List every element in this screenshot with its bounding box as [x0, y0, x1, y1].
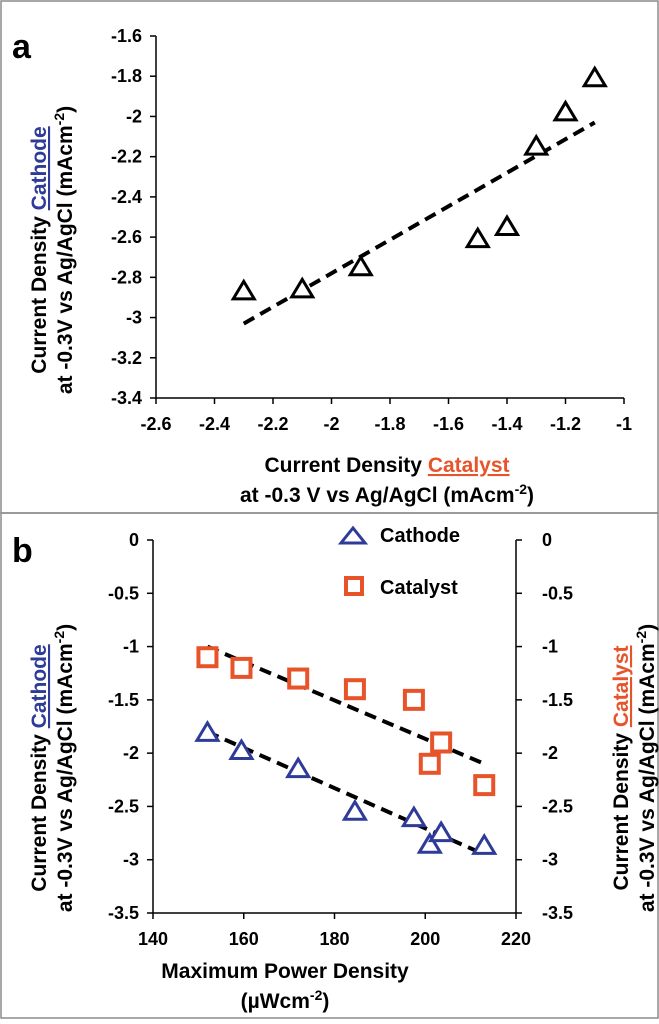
panel-a-y-tick-label: -3.4 — [111, 388, 142, 408]
legend-cathode-marker — [337, 525, 369, 545]
panel-b-right-y-tick-label: -2 — [542, 743, 558, 763]
panel-b-right-y-label-line1: Current Density Catalyst — [610, 645, 633, 890]
panel-b-left-y-tick-label: 0 — [129, 530, 139, 550]
panel-b-right-y-tick-label: -1 — [542, 637, 558, 657]
panel-a-data-point — [581, 65, 608, 88]
panel-b-point-cathode — [341, 798, 369, 821]
panel-a-y-tick-label: -2.8 — [111, 267, 142, 287]
panel-b-right-y-tick-label: 0 — [542, 530, 552, 550]
panel-b-points — [194, 644, 498, 857]
panel-b-right-y-tick-label: -0.5 — [542, 583, 573, 603]
panel-b-point-catalyst — [196, 646, 219, 669]
panel-b-left-y-label-highlight: Cathode — [28, 644, 51, 728]
panel-b-left-y-tick-label: -1 — [123, 637, 139, 657]
panel-b-point-catalyst — [343, 678, 366, 701]
panel-b-right-y-tick-label: -1.5 — [542, 690, 573, 710]
panel-a-x-tick-label: -2.4 — [199, 414, 230, 434]
panel-a-x-tick-label: -2 — [323, 414, 339, 434]
panel-b-point-catalyst — [418, 752, 441, 775]
panel-b-letter: b — [12, 532, 33, 570]
panel-a-y-ticks: -1.6 -1.8 -2 -2.2 -2.4 -2.6 -2.8 -3 -3.2 -3.4 — [111, 26, 156, 408]
panel-b-left-y-tick-label: -0.5 — [108, 583, 139, 603]
panel-a-x-tick-label: -1 — [616, 414, 632, 434]
panel-b-left-y-tick-label: -3.5 — [108, 903, 139, 923]
panel-a-data-point — [464, 226, 491, 249]
panel-b-point-catalyst — [430, 731, 453, 754]
panel-a-x-ticks: -2.6 -2.4 -2.2 -2 -1.8 -1.6 -1.4 -1.2 -1 — [140, 398, 632, 434]
panel-a-y-tick-label: -2.4 — [111, 187, 142, 207]
panel-a-points — [230, 65, 608, 326]
panel-b-right-y-tick-label: -3.5 — [542, 903, 573, 923]
panel-a-x-tick-label: -2.6 — [140, 414, 171, 434]
panel-a-x-tick-label: -2.2 — [257, 414, 288, 434]
panel-b-point-cathode — [400, 805, 428, 828]
panel-b-x-tick-label: 200 — [410, 929, 440, 949]
panel-b-point-cathode — [416, 831, 443, 854]
panel-b-right-y-label-highlight: Catalyst — [610, 645, 633, 727]
panel-b-frame — [0, 512, 659, 1019]
panel-b-left-y-tick-label: -3 — [123, 850, 139, 870]
panel-b-point-cathode — [427, 820, 455, 843]
panel-b-x-tick-label: 140 — [138, 929, 168, 949]
panel-b-x-tick-label: 220 — [501, 929, 531, 949]
panel-b-point-cathode — [194, 719, 221, 742]
panel-a-data-point — [493, 214, 521, 237]
panel-b-point-catalyst — [402, 688, 425, 711]
panel-a-x-tick-label: -1.8 — [374, 414, 405, 434]
panel-b-x-tick-label: 180 — [319, 929, 349, 949]
panel-a-letter: a — [12, 28, 32, 66]
panel-b-left-y-tick-label: -2 — [123, 743, 139, 763]
panel-a-data-point — [523, 133, 550, 156]
panel-b-point-cathode — [285, 756, 312, 779]
panel-b-right-y-label-line2: at -0.3V vs Ag/AgCl (mAcm-2) — [633, 624, 659, 912]
panel-a-y-tick-label: -3.2 — [111, 348, 142, 368]
panel-a: a -2.6 -2.4 -2.2 -2 -1.8 -1.6 -1.4 -1.2 -1 -1.6-… — [12, 26, 632, 507]
panel-a-y-tick-label: -1.8 — [111, 66, 142, 86]
panel-b-y-ticks-right: 0 -0.5 -1 -1.5 -2 -2.5 -3 -3.5 — [516, 530, 573, 923]
panel-b-right-y-tick-label: -3 — [542, 850, 558, 870]
panel-b-left-y-tick-label: -2.5 — [108, 796, 139, 816]
panel-b-left-y-label-line1: Current Density Cathode — [28, 644, 51, 891]
panel-a-x-label-line2: at -0.3 V vs Ag/AgCl (mAcm-2) — [240, 481, 534, 507]
panel-a-x-label-highlight: Catalyst — [428, 454, 510, 477]
panel-b: b 140 160 180 200 220 0 -0.5 -1 -1.5 -2 -2.5 -3 -3.… — [12, 525, 659, 1013]
panel-a-x-tick-label: -1.6 — [433, 414, 464, 434]
panel-b-point-cathode — [471, 832, 498, 855]
panel-b-point-catalyst — [287, 667, 310, 690]
panel-a-y-label-highlight: Cathode — [28, 126, 51, 210]
panel-b-x-tick-label: 160 — [229, 929, 259, 949]
panel-b-left-y-label-line2: at -0.3V vs Ag/AgCl (mAcm-2) — [51, 624, 77, 912]
panel-a-data-point — [230, 278, 257, 301]
panel-b-point-cathode — [228, 738, 255, 761]
panel-a-data-point — [289, 276, 316, 299]
panel-b-x-label-line1: Maximum Power Density — [161, 960, 409, 983]
panel-b-left-y-tick-label: -1.5 — [108, 690, 139, 710]
panel-a-x-tick-label: -1.2 — [550, 414, 581, 434]
panel-b-point-catalyst — [230, 656, 253, 679]
panel-a-x-label-line1: Current Density Catalyst — [264, 454, 509, 477]
panel-a-y-tick-label: -3 — [126, 308, 142, 328]
panel-a-data-point — [347, 254, 374, 277]
panel-b-x-label-line2: (µWcm-2) — [241, 987, 330, 1013]
panel-a-y-label-line1: Current Density Cathode — [28, 126, 51, 373]
panel-a-y-tick-label: -2 — [126, 106, 142, 126]
panel-a-data-point — [552, 99, 579, 122]
panel-b-x-ticks: 140 160 180 200 220 — [138, 913, 531, 949]
legend-catalyst-label: Catalyst — [380, 577, 458, 599]
panel-b-legend: Cathode Catalyst — [337, 525, 460, 599]
panel-a-y-tick-label: -2.2 — [111, 147, 142, 167]
panel-b-y-ticks-left: 0 -0.5 -1 -1.5 -2 -2.5 -3 -3.5 — [108, 530, 153, 923]
legend-catalyst-marker — [344, 576, 364, 596]
panel-a-y-tick-label: -1.6 — [111, 26, 142, 46]
panel-a-plot — [155, 36, 624, 399]
panel-b-point-catalyst — [473, 774, 496, 797]
panel-a-frame — [0, 0, 659, 514]
panel-a-x-tick-label: -1.4 — [491, 414, 522, 434]
panel-a-y-tick-label: -2.6 — [111, 227, 142, 247]
legend-cathode-label: Cathode — [380, 525, 460, 547]
panel-b-right-y-tick-label: -2.5 — [542, 796, 573, 816]
panel-a-y-label-line2: at -0.3V vs Ag/AgCl (mAcm-2) — [51, 106, 77, 394]
